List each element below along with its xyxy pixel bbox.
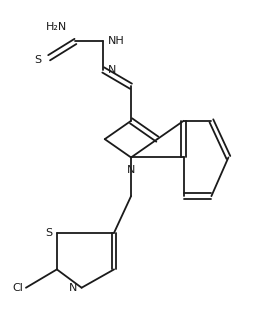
Text: NH: NH (108, 36, 125, 47)
Text: N: N (127, 165, 135, 175)
Text: S: S (34, 55, 41, 65)
Text: N: N (69, 283, 77, 293)
Text: H₂N: H₂N (46, 22, 68, 32)
Text: N: N (108, 65, 116, 75)
Text: S: S (45, 228, 52, 238)
Text: Cl: Cl (12, 283, 23, 293)
